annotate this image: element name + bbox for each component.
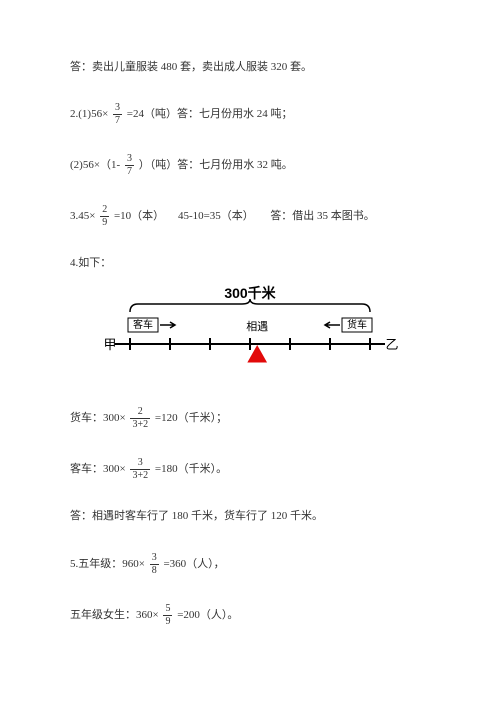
svg-text:货车: 货车 — [347, 318, 367, 331]
text: ）（吨）答：七月份用水 32 吨。 — [139, 159, 293, 171]
truck-calc: 货车：300× 23+2 =120（千米）； — [70, 407, 430, 430]
fraction-3-32: 33+2 — [130, 458, 150, 481]
text: 货车：300× — [70, 412, 126, 424]
text: =10（本） — [114, 210, 164, 222]
text: =24（吨）答：七月份用水 24 吨； — [127, 108, 293, 120]
text: 3.45× — [70, 210, 95, 222]
fraction-3-8: 38 — [150, 553, 159, 576]
problem-3: 3.45× 29 =10（本） 45-10=35（本） 答：借出 35 本图书。 — [70, 205, 430, 228]
text: =360（人）， — [163, 558, 224, 570]
problem-5-2: 五年级女生：360× 59 =200（人）。 — [70, 604, 430, 627]
text: 答：相遇时客车行了 180 千米，货车行了 120 千米。 — [70, 510, 323, 522]
text: 答：借出 35 本图书。 — [270, 210, 375, 222]
text: 客车：300× — [70, 463, 126, 475]
text: 答：卖出儿童服装 480 套，卖出成人服装 320 套。 — [70, 61, 312, 73]
problem-5-1: 5.五年级：960× 38 =360（人）， — [70, 553, 430, 576]
fraction-3-7: 37 — [125, 154, 134, 177]
fraction-5-9: 59 — [163, 604, 172, 627]
problem-2-2: (2)56×（1- 37 ）（吨）答：七月份用水 32 吨。 — [70, 154, 430, 177]
text: 五年级女生：360× — [70, 609, 159, 621]
fraction-2-9: 29 — [100, 205, 109, 228]
text: (2)56×（1- — [70, 159, 120, 171]
text: 5.五年级：960× — [70, 558, 145, 570]
text: 45-10=35（本） — [178, 210, 254, 222]
answer-line-1: 答：卖出儿童服装 480 套，卖出成人服装 320 套。 — [70, 60, 430, 75]
fraction-3-7: 37 — [113, 103, 122, 126]
text: =180（千米）。 — [155, 463, 227, 475]
svg-text:乙: 乙 — [385, 337, 398, 352]
text: =120（千米）； — [155, 412, 227, 424]
answer-line-4: 答：相遇时客车行了 180 千米，货车行了 120 千米。 — [70, 509, 430, 524]
diagram-svg: 300千米客车 货车 相遇甲 乙 — [100, 282, 400, 372]
text: 2.(1)56× — [70, 108, 108, 120]
text: =200（人）。 — [177, 609, 238, 621]
svg-text:相遇: 相遇 — [246, 320, 268, 333]
text: 4.如下： — [70, 257, 111, 269]
svg-text:300千米: 300千米 — [224, 285, 276, 301]
svg-text:甲: 甲 — [103, 337, 116, 352]
problem-4-intro: 4.如下： — [70, 256, 430, 271]
bus-calc: 客车：300× 33+2 =180（千米）。 — [70, 458, 430, 481]
problem-2-1: 2.(1)56× 37 =24（吨）答：七月份用水 24 吨； — [70, 103, 430, 126]
number-line-diagram: 300千米客车 货车 相遇甲 乙 — [100, 282, 400, 377]
fraction-2-32: 23+2 — [130, 407, 150, 430]
svg-text:客车: 客车 — [133, 318, 153, 331]
